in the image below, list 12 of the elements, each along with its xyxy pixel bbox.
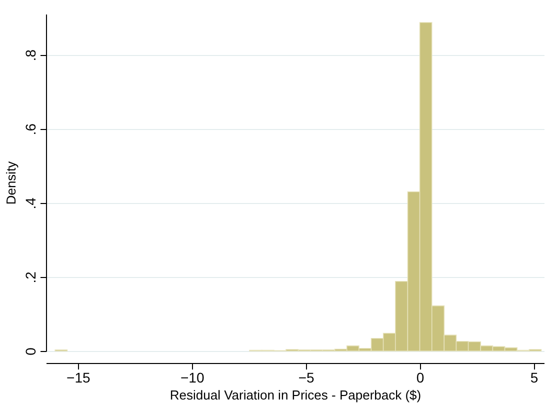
y-tick-label: .2	[22, 271, 38, 284]
y-tick-label: .4	[22, 197, 38, 210]
y-axis-title: Density	[4, 160, 18, 205]
y-tick-label: .6	[22, 123, 38, 136]
x-tick-label: −15	[66, 370, 90, 386]
x-tick-label: −10	[180, 370, 204, 386]
x-tick-label: 0	[416, 370, 424, 386]
x-tick-label: −5	[298, 370, 315, 386]
x-axis-title: Residual Variation in Prices - Paperback ($)	[170, 388, 422, 402]
y-tick-label: .8	[22, 49, 38, 62]
y-tick-label: 0	[22, 347, 38, 356]
x-tick-label: 5	[530, 370, 538, 386]
